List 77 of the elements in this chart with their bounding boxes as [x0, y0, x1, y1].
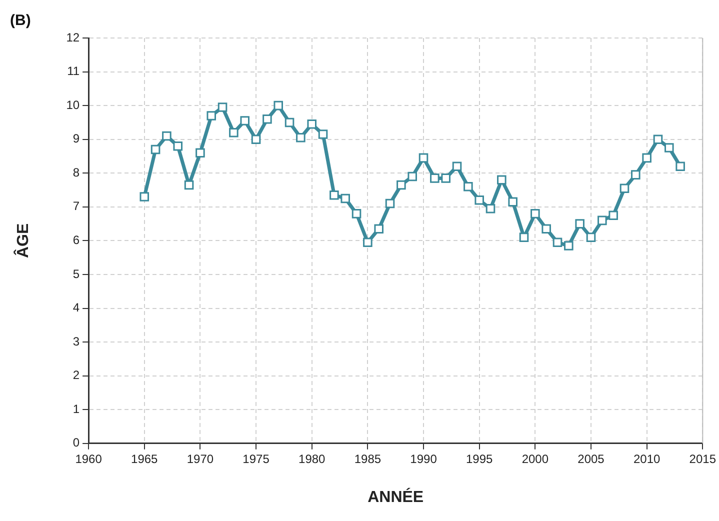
x-tick-label: 1985 — [354, 452, 382, 466]
point — [598, 216, 607, 226]
y-tick-label: 12 — [66, 30, 80, 44]
point — [396, 180, 406, 190]
point — [262, 114, 272, 124]
point — [352, 209, 362, 218]
point — [296, 133, 306, 142]
point — [464, 182, 473, 192]
y-tick-label: 9 — [72, 132, 80, 146]
point — [418, 153, 428, 163]
point — [307, 120, 316, 129]
y-tick-label: 4 — [72, 300, 80, 315]
x-tick-label: 1980 — [298, 452, 326, 466]
y-tick-label: 8 — [72, 165, 80, 180]
point — [552, 238, 562, 248]
point — [575, 219, 584, 228]
point — [173, 141, 183, 151]
point — [508, 197, 518, 206]
point — [486, 204, 496, 214]
x-tick-label: 2000 — [522, 452, 549, 466]
point — [284, 118, 294, 128]
y-tick-label: 6 — [72, 233, 80, 248]
point — [564, 241, 574, 250]
point — [330, 190, 339, 200]
point — [150, 144, 160, 154]
point — [251, 134, 261, 144]
point — [586, 232, 596, 242]
y-tick-label: 0 — [72, 436, 80, 450]
point — [385, 198, 395, 208]
point — [430, 174, 440, 183]
point — [229, 128, 238, 138]
y-tick-label: 11 — [67, 64, 80, 78]
y-tick-label: 1 — [72, 402, 80, 416]
point — [519, 232, 529, 242]
x-tick-label: 1960 — [75, 452, 102, 466]
x-tick-label: 1995 — [466, 452, 494, 466]
y-tick-label: 10 — [66, 98, 80, 112]
x-tick-label: 1990 — [410, 452, 438, 466]
point — [542, 224, 551, 234]
point — [620, 184, 630, 193]
y-tick-label: 2 — [72, 368, 80, 382]
point — [206, 111, 216, 120]
point — [240, 116, 250, 126]
point — [530, 209, 540, 218]
point — [452, 162, 462, 172]
point — [664, 143, 674, 152]
x-tick-label: 2015 — [689, 452, 716, 466]
chart-title: (B) — [10, 12, 31, 30]
x-tick-label: 1970 — [186, 452, 214, 466]
point — [374, 224, 384, 234]
x-tick-label: 1965 — [131, 452, 158, 466]
point — [140, 192, 150, 202]
x-tick-label: 1975 — [242, 452, 270, 466]
point — [408, 172, 417, 182]
point — [631, 170, 640, 180]
point — [642, 153, 652, 163]
x-tick-label: 2005 — [578, 452, 605, 466]
point — [162, 131, 172, 141]
point — [340, 194, 350, 204]
point — [363, 238, 372, 248]
x-tick-label: 2010 — [633, 452, 660, 466]
point — [184, 180, 194, 190]
y-tick-label: 3 — [72, 334, 80, 348]
y-tick-label: 7 — [72, 199, 80, 214]
point — [474, 196, 484, 205]
y-axis-title: ÂGE — [13, 223, 32, 258]
point — [497, 175, 506, 185]
point — [653, 134, 663, 144]
point — [676, 162, 685, 172]
point — [318, 130, 328, 139]
y-tick-label: 5 — [72, 266, 80, 281]
point — [218, 102, 228, 112]
x-axis-title: ANNÉE — [368, 486, 424, 506]
point — [441, 174, 450, 183]
point — [274, 100, 283, 110]
point — [608, 210, 618, 220]
point — [196, 148, 205, 158]
